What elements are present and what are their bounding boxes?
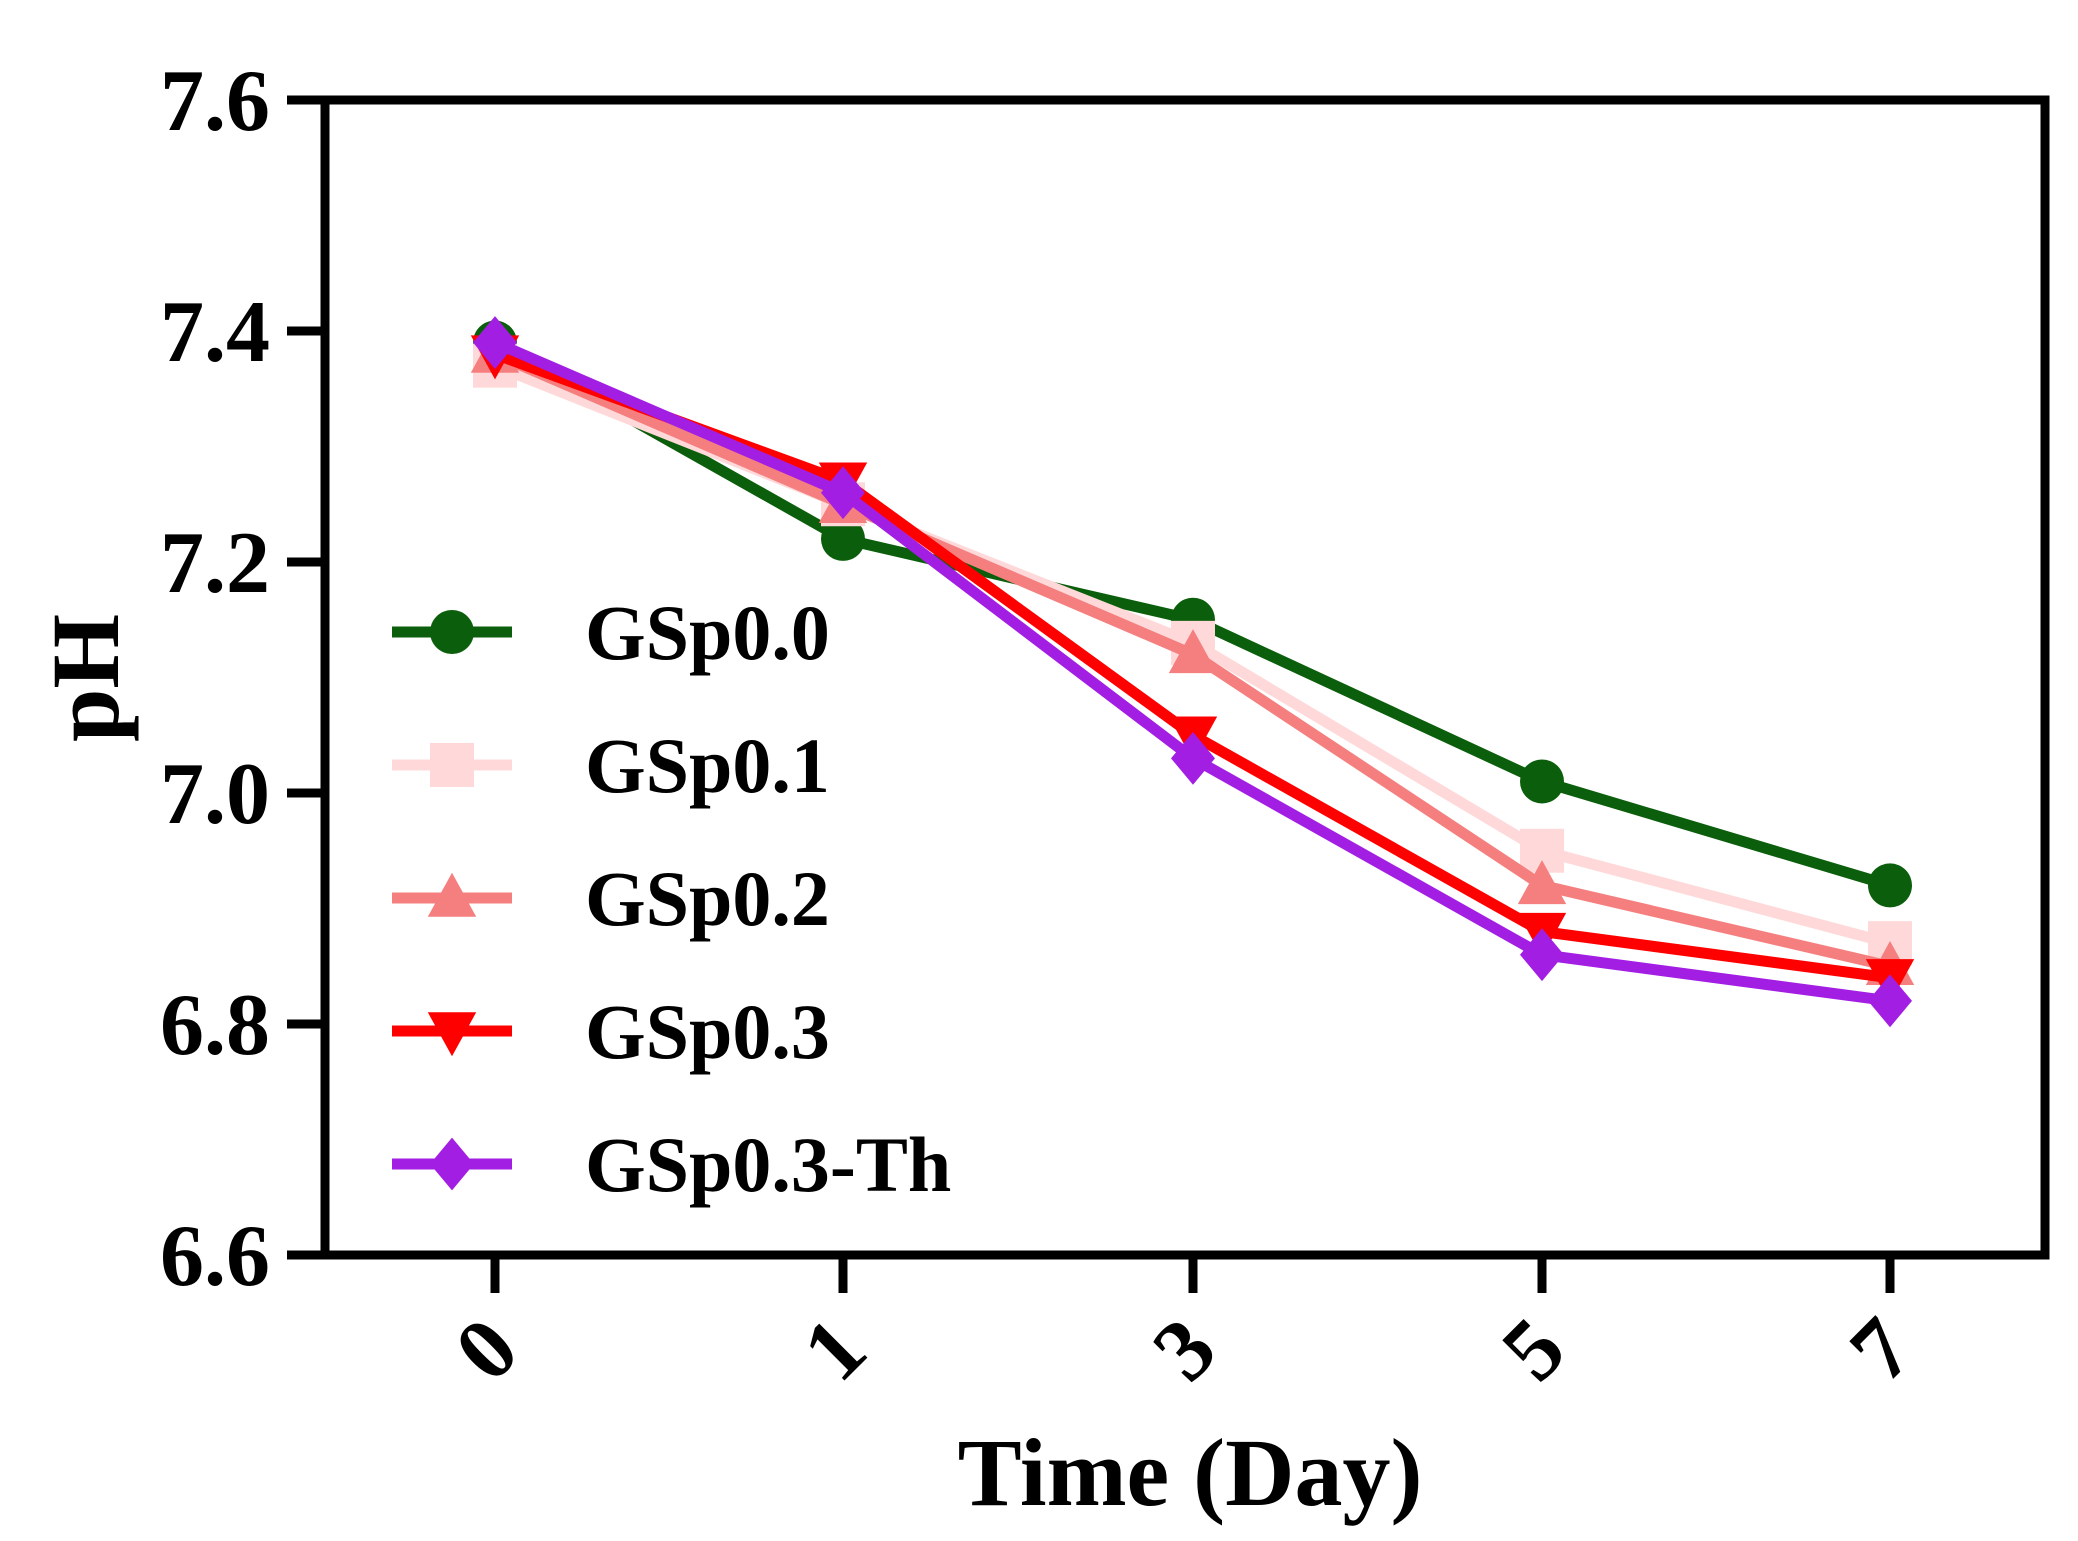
legend-marker <box>430 1137 474 1191</box>
axes: 6.6 6.8 7.0 7.2 7.4 7.6 0 1 3 5 7 <box>160 53 2050 1400</box>
legend-item: GSp0.3 <box>392 988 830 1075</box>
x-tick-label: 0 <box>437 1300 537 1400</box>
legend-label: GSp0.3 <box>585 988 830 1075</box>
plot-frame <box>320 95 2050 1260</box>
legend-item: GSp0.1 <box>392 722 830 809</box>
data-point <box>1517 860 1567 905</box>
y-tick-label: 6.6 <box>160 1208 270 1305</box>
x-tick-label: 1 <box>785 1300 885 1400</box>
data-point <box>1868 863 1912 908</box>
legend-label: GSp0.2 <box>585 855 830 942</box>
legend-item: GSp0.0 <box>392 589 830 676</box>
data-point <box>1520 928 1564 982</box>
legend-label: GSp0.0 <box>585 589 830 676</box>
data-point <box>1171 731 1215 785</box>
y-tick-label: 6.8 <box>160 977 270 1074</box>
y-axis-title: pH <box>32 614 139 742</box>
x-axis-title: Time (Day) <box>958 1419 1423 1526</box>
series-layer <box>470 316 1915 1028</box>
data-point <box>473 316 517 369</box>
legend-marker <box>430 610 474 654</box>
y-tick-label: 7.0 <box>160 746 270 843</box>
y-tick-label: 7.6 <box>160 53 270 150</box>
data-point <box>1868 974 1912 1028</box>
legend: GSp0.0 GSp0.1 GSp0.2 GSp0.3 GSp0.3-Th <box>392 589 951 1208</box>
legend-item: GSp0.2 <box>392 855 830 942</box>
legend-marker <box>430 743 474 787</box>
x-tick-label: 7 <box>1832 1300 1932 1400</box>
data-point <box>1520 759 1564 804</box>
data-point <box>1168 629 1218 674</box>
legend-item: GSp0.3-Th <box>392 1121 951 1208</box>
series-GSp0.2 <box>470 328 1915 985</box>
x-tick-label: 5 <box>1484 1300 1584 1400</box>
legend-marker <box>427 1012 477 1057</box>
y-tick-label: 7.4 <box>160 284 270 381</box>
legend-label: GSp0.1 <box>585 722 830 809</box>
x-tick-label: 3 <box>1135 1300 1235 1400</box>
legend-label: GSp0.3-Th <box>585 1121 951 1208</box>
legend-marker <box>427 872 477 917</box>
y-tick-label: 7.2 <box>160 515 270 612</box>
data-point <box>821 516 865 561</box>
data-point <box>821 466 865 520</box>
series-GSp0.3-Th <box>473 316 1912 1028</box>
